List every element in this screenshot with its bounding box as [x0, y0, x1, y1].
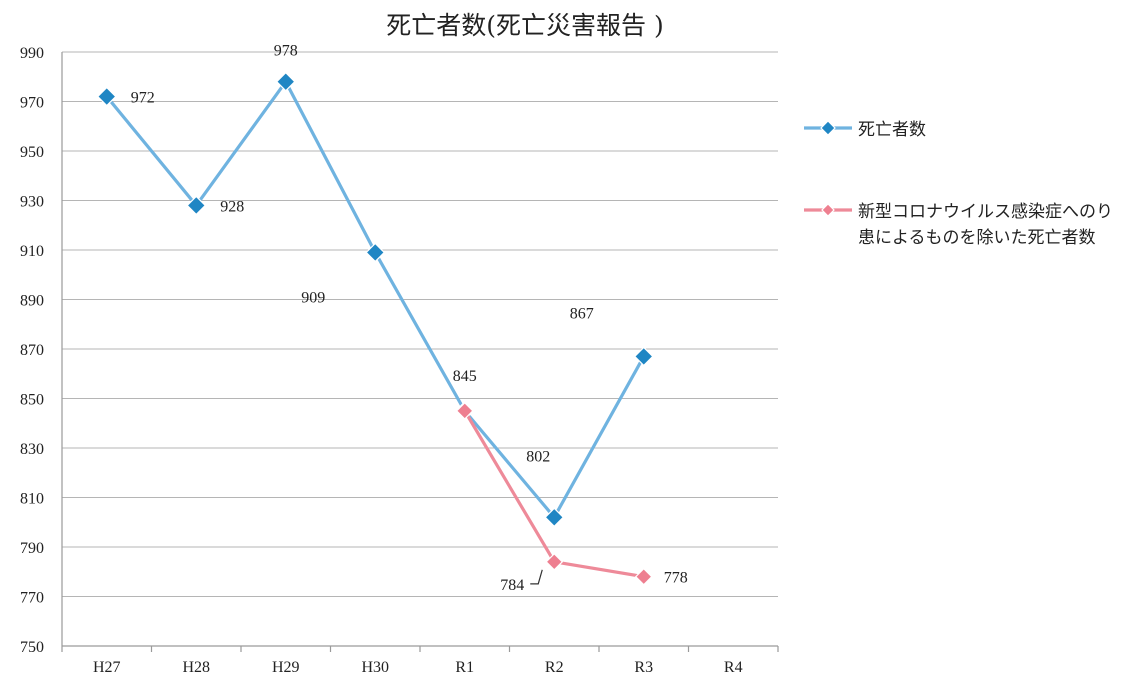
x-tick-label: R2 — [545, 659, 564, 676]
series-line-2 — [463, 410, 645, 579]
data-label: 802 — [526, 448, 550, 465]
x-tick-label: H30 — [361, 659, 389, 676]
y-tick-label: 910 — [20, 243, 44, 260]
y-tick-label: 790 — [20, 540, 44, 557]
y-tick-label: 870 — [20, 342, 44, 359]
y-tick-label: 950 — [20, 144, 44, 161]
data-label: 784 — [500, 577, 524, 594]
gridlines — [62, 51, 778, 597]
y-tick-label: 830 — [20, 441, 44, 458]
data-label: 928 — [220, 198, 244, 215]
series-1-point — [186, 195, 207, 216]
x-tick-label: R4 — [724, 659, 743, 676]
y-tick-label: 930 — [20, 194, 44, 211]
data-label: 909 — [301, 289, 325, 306]
y-tick-labels: 750 770 790 810 830 850 870 890 910 930 950 970 990 — [20, 45, 44, 656]
y-tick-label: 970 — [20, 95, 44, 112]
chart-title: 死亡者数(死亡災害報告 ) — [386, 11, 663, 40]
x-tick-label: R1 — [455, 659, 474, 676]
y-tick-label: 750 — [20, 639, 44, 656]
data-label-leader-line — [530, 569, 543, 585]
data-label: 845 — [453, 368, 477, 385]
data-label: 972 — [131, 90, 155, 107]
legend-marker — [820, 120, 836, 136]
series-2-point — [545, 553, 564, 571]
data-label: 978 — [274, 43, 298, 60]
series-1-point — [365, 242, 386, 263]
x-tick-label: H28 — [182, 659, 210, 676]
x-tick-label: R3 — [634, 659, 653, 676]
y-tick-label: 810 — [20, 491, 44, 508]
series-1-point — [633, 346, 654, 367]
y-tick-label: 990 — [20, 45, 44, 62]
legend-label: 死亡者数 — [858, 120, 926, 140]
x-tick-label: H29 — [272, 659, 300, 676]
legend-label: 患によるものを除いた死亡者数 — [858, 228, 1096, 248]
series-2-point — [634, 567, 653, 586]
x-tick-labels: H27 H28 H29 H30 R1 R2 R3 R4 — [93, 659, 743, 676]
series-1-point — [96, 86, 117, 107]
axes — [61, 52, 779, 652]
data-label: 867 — [570, 305, 594, 322]
series-1-point — [544, 507, 565, 528]
legend-label: 新型コロナウイルス感染症へのり — [858, 202, 1113, 222]
series-1-point — [275, 71, 296, 92]
legend-marker — [821, 203, 835, 217]
series — [96, 71, 654, 586]
y-tick-label: 890 — [20, 293, 44, 310]
data-labels: 972 928 978 909 845 802 867 784 778 — [131, 43, 688, 594]
y-tick-label: 850 — [20, 392, 44, 409]
series-2-point — [455, 402, 474, 420]
y-tick-label: 770 — [20, 590, 44, 607]
x-tick-label: H27 — [93, 659, 121, 676]
data-label: 778 — [664, 570, 688, 587]
